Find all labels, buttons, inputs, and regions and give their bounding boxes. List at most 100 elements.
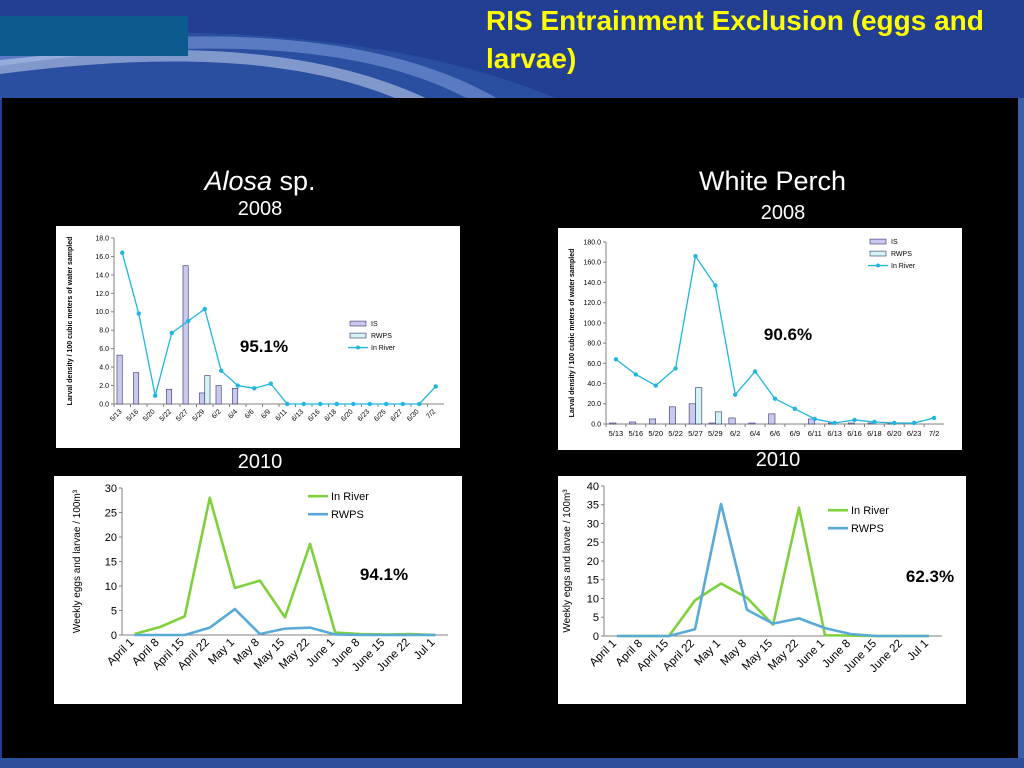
perch2008-bar-is bbox=[708, 422, 716, 425]
alosa2010-xtick-label: May 1 bbox=[206, 637, 237, 668]
alosa2008-point-in-river bbox=[400, 401, 405, 407]
alosa2008-point-in-river bbox=[318, 401, 323, 407]
perch2008-xtick-label: 6/18 bbox=[867, 429, 882, 438]
perch2008-bar-rwps bbox=[695, 387, 703, 425]
alosa2008-point-in-river bbox=[351, 401, 356, 407]
perch2008-xtick-label: 6/6 bbox=[770, 429, 780, 438]
perch2008-point-in-river bbox=[832, 420, 837, 426]
perch2008-bar-is bbox=[609, 422, 617, 425]
right-edge-band bbox=[1018, 98, 1024, 768]
perch2008-bar-is bbox=[629, 421, 637, 425]
perch2008-legend-is-label: IS bbox=[891, 239, 898, 246]
perch2010-legend-rwps-label: RWPS bbox=[851, 523, 884, 535]
perch2008-ytick-label: 100.0 bbox=[583, 320, 601, 327]
alosa2010-line-rwps bbox=[134, 607, 436, 637]
alosa2008-point-in-river bbox=[219, 368, 224, 373]
alosa2008-point-in-river bbox=[334, 401, 339, 407]
perch2008-ytick-label: 140.0 bbox=[583, 280, 601, 287]
alosa2008-legend-in-river-label: In River bbox=[371, 345, 396, 352]
perch2010-legend-in-river-label: In River bbox=[851, 505, 889, 517]
perch2008-ytick-label: 180.0 bbox=[583, 239, 601, 246]
perch2010-ytick-label: 10 bbox=[587, 593, 599, 605]
perch2008-xtick-label: 6/4 bbox=[750, 429, 760, 438]
alosa2008-point-in-river bbox=[136, 311, 141, 316]
perch2008-bar-is bbox=[668, 406, 676, 425]
alosa-genus: Alosa bbox=[204, 166, 272, 196]
perch2008-bar-is bbox=[688, 403, 696, 425]
perch2008-point-in-river bbox=[613, 357, 619, 362]
perch2008-ytick-label: 20.0 bbox=[587, 401, 601, 408]
perch2008-xtick-label: 6/23 bbox=[907, 429, 922, 438]
perch2010-ytick-label: 15 bbox=[587, 575, 599, 587]
perch2010-ytick-label: 35 bbox=[587, 500, 599, 512]
perch2008-xtick-label: 6/11 bbox=[808, 429, 822, 438]
perch2010-ytick-label: 30 bbox=[587, 518, 599, 530]
alosa2008-xtick-label: 5/27 bbox=[175, 408, 190, 423]
alosa2008-xtick-label: 6/16 bbox=[307, 408, 322, 423]
alosa2008-xtick-label: 6/6 bbox=[244, 408, 256, 420]
alosa-2008-plot: 0.0 2.0 4.0 6.0 8.0 10.0 12.0 14.0 16.0 18.0 Larva… bbox=[67, 235, 444, 423]
perch2008-point-in-river bbox=[911, 420, 917, 426]
perch2008-bar-is bbox=[728, 417, 736, 425]
perch2008-xtick-label: 5/20 bbox=[648, 429, 663, 438]
alosa2010-ytick-label: 30 bbox=[105, 483, 117, 495]
alosa2008-point-in-river bbox=[268, 381, 273, 386]
perch2008-xtick-label: 6/16 bbox=[847, 429, 862, 438]
chart-alosa-2008: 0.0 2.0 4.0 6.0 8.0 10.0 12.0 14.0 16.0 18.0 Larva… bbox=[56, 226, 460, 448]
alosa2008-ytick-label: 16.0 bbox=[95, 254, 109, 261]
perch2008-xtick-label: 6/13 bbox=[827, 429, 842, 438]
perch2008-point-in-river bbox=[733, 392, 738, 397]
alosa2008-bar-is bbox=[166, 388, 173, 405]
perch-title: White Perch bbox=[698, 166, 847, 196]
perch2008-legend-in-river-marker bbox=[876, 263, 880, 268]
perch2008-point-in-river bbox=[792, 406, 798, 412]
alosa2008-point-in-river bbox=[235, 383, 240, 388]
chart-perch-2010: 0 5 10 15 20 25 30 35 40 Weekly eggs and larvae /… bbox=[558, 476, 966, 704]
perch2008-point-in-river bbox=[633, 372, 639, 377]
slide-header: RIS Entrainment Exclusion (eggs and larv… bbox=[0, 0, 1024, 100]
alosa2008-point-in-river bbox=[120, 250, 125, 255]
perch2008-point-in-river bbox=[713, 283, 718, 288]
perch2008-point-in-river bbox=[693, 253, 698, 259]
perch2008-bar-is bbox=[768, 413, 776, 425]
perch-year-2008: 2008 bbox=[760, 202, 806, 224]
alosa2008-legend-is-swatch bbox=[349, 320, 367, 327]
alosa2008-line-in-river bbox=[121, 252, 437, 405]
alosa2008-bar-rwps bbox=[204, 375, 211, 405]
perch2008-point-in-river bbox=[752, 369, 758, 374]
alosa2008-xtick-label: 6/20 bbox=[340, 408, 355, 423]
perch-year-2010: 2010 bbox=[755, 449, 801, 471]
perch2010-ytick-label: 25 bbox=[587, 537, 599, 549]
alosa2010-ytick-label: 15 bbox=[105, 556, 117, 568]
alosa2008-xtick-label: 7/2 bbox=[425, 408, 437, 420]
alosa2008-xtick-label: 6/2 bbox=[211, 408, 223, 420]
perch2010-y-axis-label: Weekly eggs and larvae / 100m³ bbox=[562, 489, 573, 633]
perch2008-bar-is bbox=[748, 422, 756, 425]
alosa2010-exclusion-percent: 94.1% bbox=[360, 565, 408, 584]
perch2010-ytick-label: 40 bbox=[587, 481, 599, 493]
alosa2010-xtick-label: Jul 1 bbox=[412, 637, 438, 663]
alosa-2010-plot: 0 5 10 15 20 25 30 Weekly eggs and larvae / 100… bbox=[72, 483, 448, 674]
perch-2010-plot: 0 5 10 15 20 25 30 35 40 Weekly eggs and larvae /… bbox=[562, 481, 954, 675]
alosa2010-ytick-label: 5 bbox=[111, 605, 117, 617]
alosa2010-ytick-label: 20 bbox=[105, 532, 117, 544]
alosa2008-legend-rwps-label: RWPS bbox=[371, 333, 392, 340]
alosa2010-ytick-label: 0 bbox=[111, 630, 117, 642]
alosa2008-ytick-label: 0.0 bbox=[99, 401, 109, 408]
alosa2008-xtick-label: 6/13 bbox=[291, 408, 306, 423]
alosa2008-point-in-river bbox=[417, 401, 422, 407]
alosa2008-legend-rwps-swatch bbox=[349, 332, 367, 339]
perch2008-legend-in-river-label: In River bbox=[891, 263, 916, 270]
alosa2008-xtick-label: 6/9 bbox=[260, 408, 272, 420]
bottom-edge-band bbox=[0, 758, 1024, 768]
alosa2008-ytick-label: 2.0 bbox=[99, 383, 109, 390]
alosa2010-legend-in-river-label: In River bbox=[331, 491, 369, 503]
perch2008-xtick-label: 5/27 bbox=[688, 429, 703, 438]
alosa2008-xtick-label: 5/13 bbox=[109, 408, 124, 423]
perch2010-exclusion-percent: 62.3% bbox=[906, 567, 954, 586]
alosa2008-xtick-label: 5/16 bbox=[126, 408, 141, 423]
perch2010-xtick-label: Jul 1 bbox=[905, 638, 931, 664]
perch2010-ytick-label: 0 bbox=[593, 631, 599, 643]
alosa2008-point-in-river bbox=[384, 401, 389, 407]
perch2010-ytick-label: 5 bbox=[593, 612, 599, 624]
